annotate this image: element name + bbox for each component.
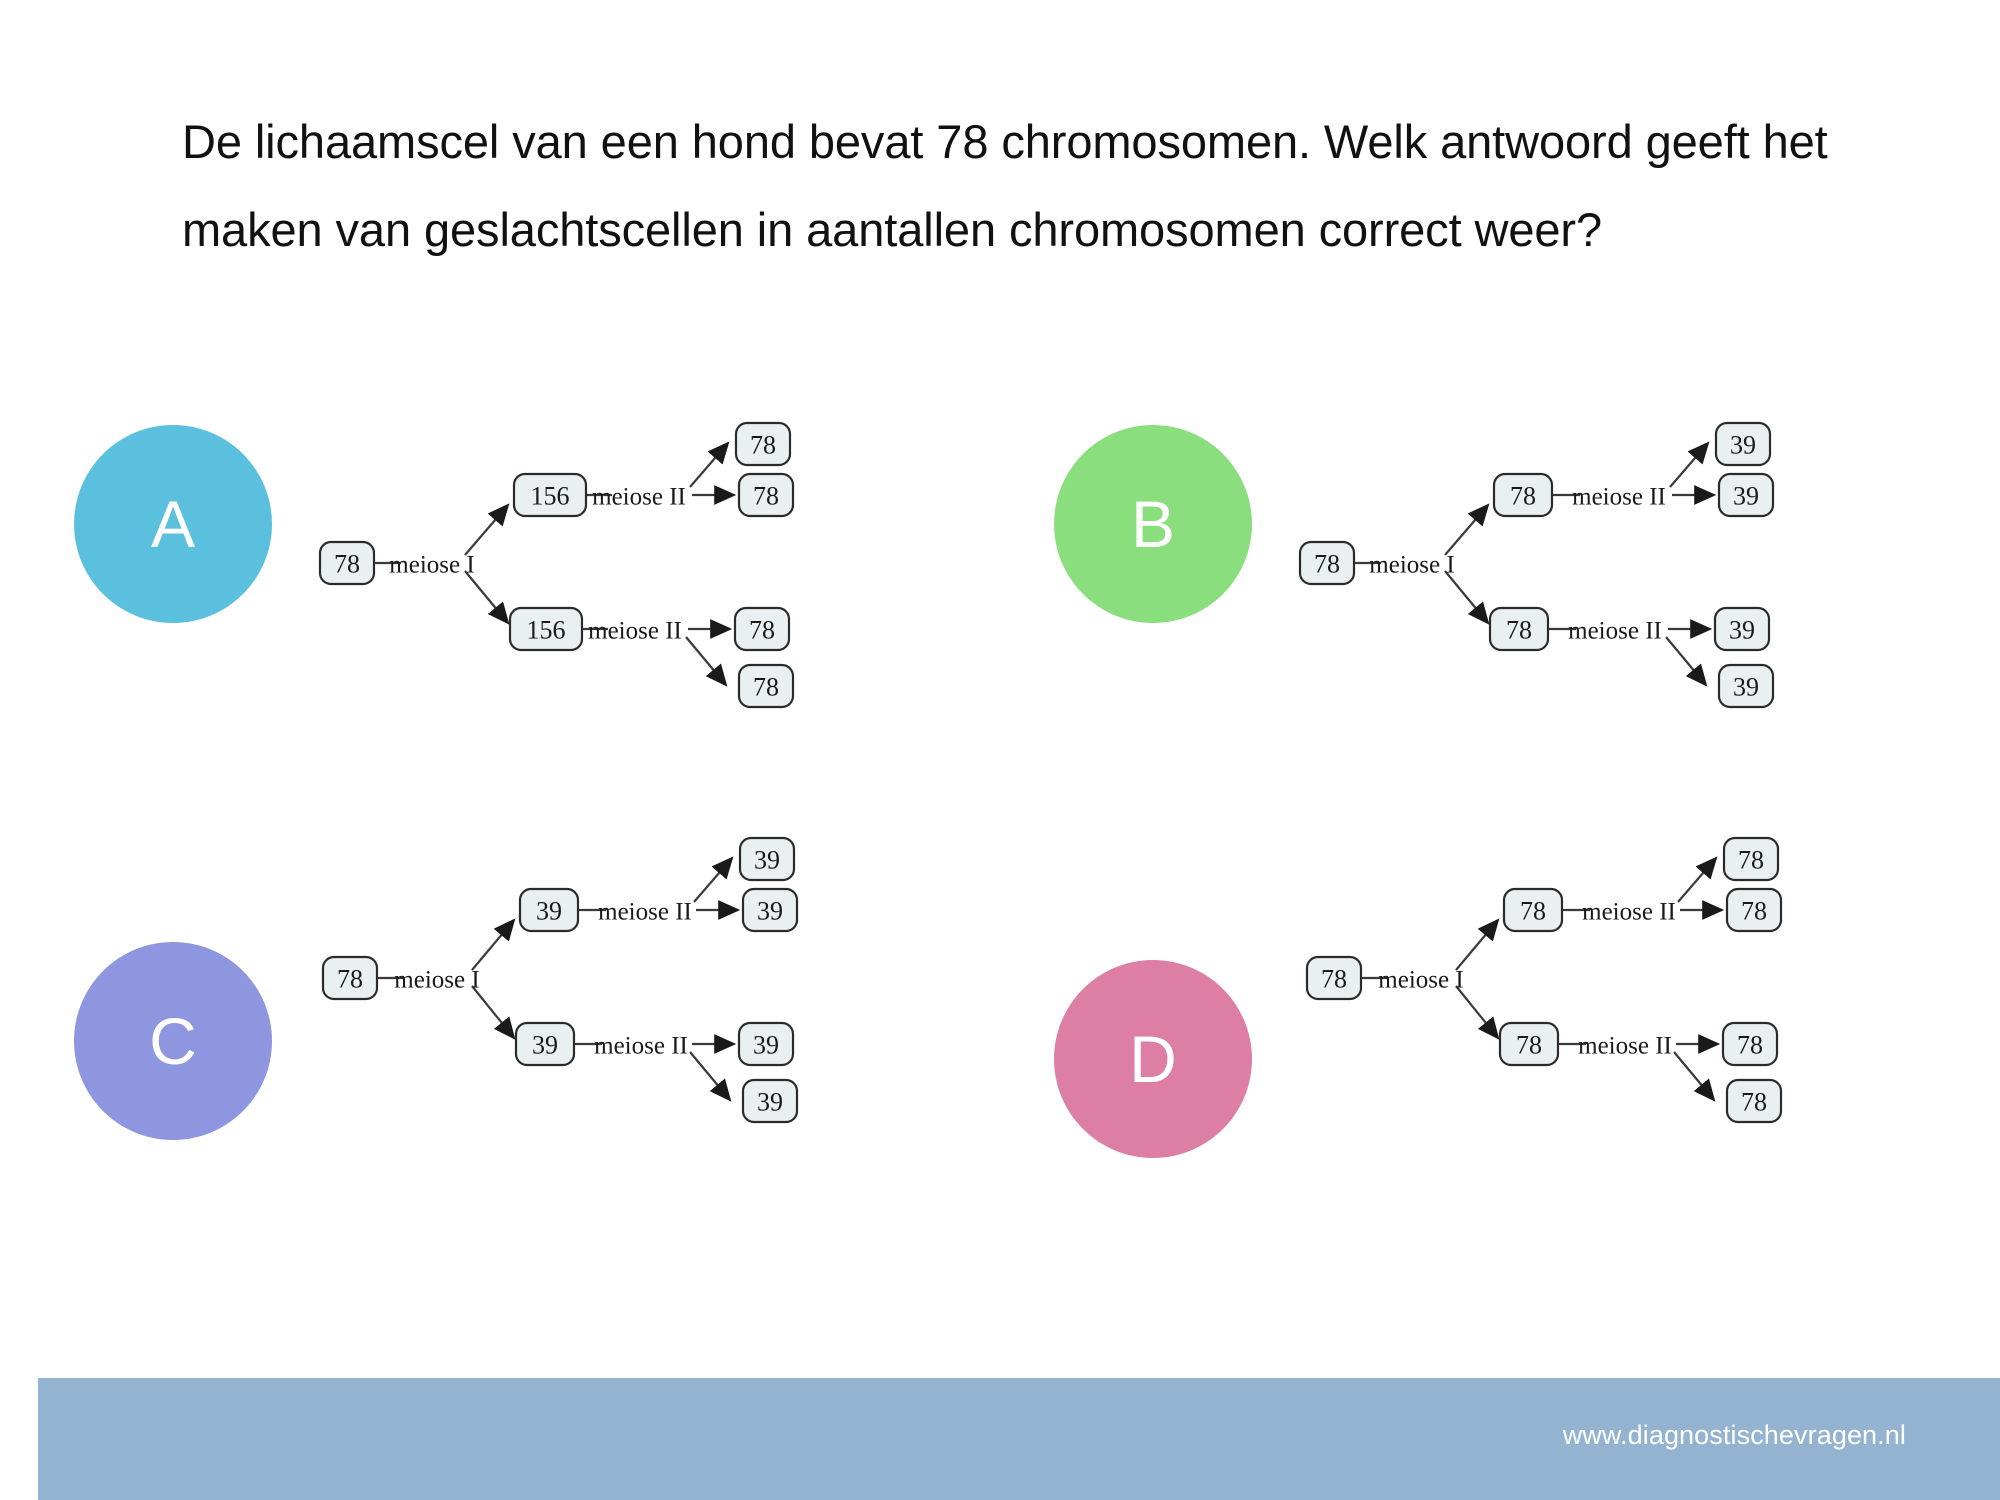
node-leaf-2: 78 <box>1741 897 1767 926</box>
node-mid-2: 78 <box>1506 616 1532 645</box>
node-leaf-1: 39 <box>754 846 780 875</box>
edge-label-meiose-2-1: meiose II <box>1582 899 1676 926</box>
node-leaf-2: 39 <box>1733 482 1759 511</box>
edge-label-meiose-1: meiose I <box>389 552 474 579</box>
option-letter-badge-a: A <box>74 425 272 623</box>
edge-label-meiose-2-2: meiose II <box>1578 1033 1672 1060</box>
answer-option-d[interactable]: D 78 meiose I 78 meiose II 78 meiose II … <box>1040 800 1970 1200</box>
node-mid-1: 39 <box>536 897 562 926</box>
node-mid-2: 39 <box>532 1031 558 1060</box>
node-leaf-4: 39 <box>757 1088 783 1117</box>
edge-label-meiose-1: meiose I <box>394 967 479 994</box>
edge-label-meiose-2-2: meiose II <box>1568 618 1662 645</box>
edge-label-meiose-2-2: meiose II <box>594 1033 688 1060</box>
option-letter-badge-b: B <box>1054 425 1252 623</box>
node-leaf-3: 39 <box>1729 616 1755 645</box>
meiosis-tree-a: 78 meiose I 156 meiose II 156 meiose II … <box>318 421 795 709</box>
node-root: 78 <box>1321 965 1347 994</box>
node-mid-1: 156 <box>531 482 570 511</box>
node-root: 78 <box>334 550 360 579</box>
edge-label-meiose-2-1: meiose II <box>1572 484 1666 511</box>
meiosis-tree-d: 78 meiose I 78 meiose II 78 meiose II 78… <box>1305 836 1783 1124</box>
node-leaf-4: 39 <box>1733 673 1759 702</box>
node-leaf-4: 78 <box>1741 1088 1767 1117</box>
node-leaf-3: 39 <box>753 1031 779 1060</box>
answer-option-a[interactable]: A 78 meiose I 156 meiose II 156 meiose I… <box>60 385 990 785</box>
node-leaf-3: 78 <box>749 616 775 645</box>
footer-website-url[interactable]: www.diagnostischevragen.nl <box>1562 1420 1906 1450</box>
answer-option-c[interactable]: C 78 meiose I 39 meiose II 39 meiose II … <box>60 800 990 1200</box>
node-root: 78 <box>1314 550 1340 579</box>
footer-bar: www.diagnostischevragen.nl <box>38 1378 2000 1500</box>
page-title: De lichaamscel van een hond bevat 78 chr… <box>182 115 1828 256</box>
node-mid-2: 156 <box>527 616 566 645</box>
answer-option-b[interactable]: B 78 meiose I 78 meiose II 78 meiose II … <box>1040 385 1970 785</box>
node-leaf-2: 39 <box>757 897 783 926</box>
edge-label-meiose-2-1: meiose II <box>592 484 686 511</box>
meiosis-tree-c: 78 meiose I 39 meiose II 39 meiose II 39… <box>321 836 799 1124</box>
node-mid-1: 78 <box>1510 482 1536 511</box>
node-root: 78 <box>337 965 363 994</box>
edge-label-meiose-1: meiose I <box>1378 967 1463 994</box>
node-leaf-4: 78 <box>753 673 779 702</box>
node-mid-1: 78 <box>1520 897 1546 926</box>
option-letter-badge-d: D <box>1054 960 1252 1158</box>
node-leaf-1: 39 <box>1730 431 1756 460</box>
node-leaf-2: 78 <box>753 482 779 511</box>
edge-label-meiose-2-1: meiose II <box>598 899 692 926</box>
meiosis-tree-b: 78 meiose I 78 meiose II 78 meiose II 39… <box>1298 421 1775 709</box>
node-leaf-1: 78 <box>1738 846 1764 875</box>
option-letter-badge-c: C <box>74 942 272 1140</box>
node-mid-2: 78 <box>1516 1031 1542 1060</box>
node-leaf-3: 78 <box>1737 1031 1763 1060</box>
node-leaf-1: 78 <box>750 431 776 460</box>
edge-label-meiose-2-2: meiose II <box>588 618 682 645</box>
edge-label-meiose-1: meiose I <box>1369 552 1454 579</box>
